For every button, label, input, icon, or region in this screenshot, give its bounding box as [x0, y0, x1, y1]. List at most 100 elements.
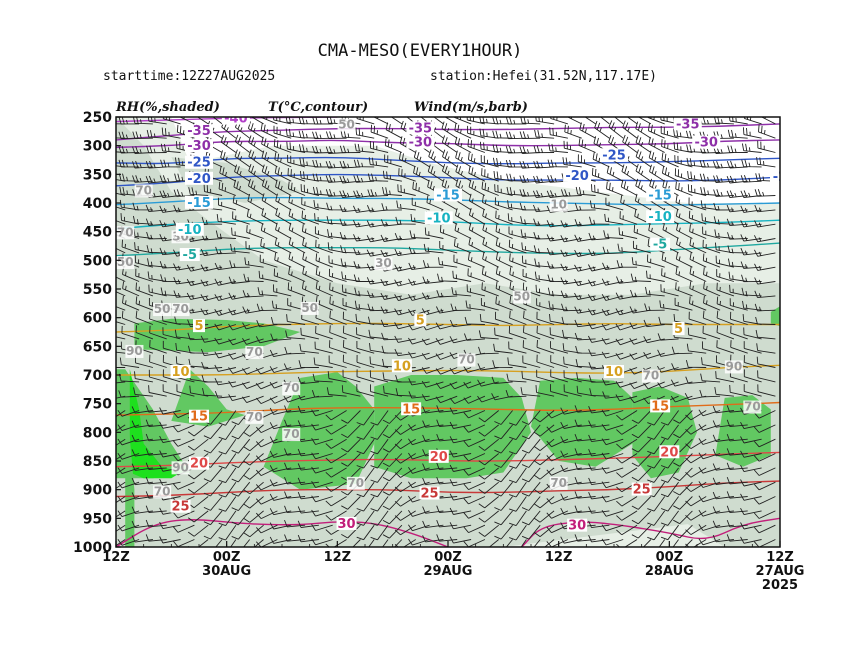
- wind-barb: [382, 496, 403, 510]
- wind-barb: [615, 380, 638, 388]
- rh-label: 70: [246, 410, 263, 424]
- wind-barb: [661, 166, 679, 182]
- contour-label: -5: [183, 248, 197, 263]
- wind-barb: [601, 337, 624, 345]
- wind-barb: [261, 193, 278, 211]
- wind-barb: [117, 410, 140, 417]
- wind-barb: [727, 245, 748, 254]
- wind-barb: [660, 424, 679, 440]
- rh-label-box: [171, 303, 190, 317]
- wind-barb: [203, 481, 223, 497]
- wind-barb: [243, 467, 264, 480]
- wind-barb: [550, 369, 569, 383]
- wind-barb: [614, 117, 624, 125]
- wind-barb: [409, 230, 430, 239]
- wind-barb: [325, 131, 347, 139]
- wind-barb: [566, 117, 582, 125]
- wind-barb: [381, 345, 402, 354]
- wind-barb: [753, 424, 776, 433]
- wind-barb: [269, 407, 292, 415]
- wind-barb: [145, 505, 167, 513]
- wind-barb: [146, 129, 167, 139]
- wind-barb: [214, 391, 236, 399]
- wind-barb: [247, 193, 264, 211]
- contour-label: -15: [648, 188, 672, 203]
- wind-barb: [467, 139, 486, 153]
- wind-barb: [436, 519, 458, 528]
- wind-barb: [698, 509, 721, 517]
- wind-barb: [172, 481, 195, 490]
- contour-label: 5: [416, 313, 425, 328]
- contour-label-box: [221, 117, 250, 125]
- wind-barb-layer: [116, 117, 776, 547]
- wind-barb: [394, 264, 416, 272]
- wind-barb: [740, 507, 762, 516]
- wind-barb: [591, 184, 610, 196]
- wind-barb: [533, 510, 555, 523]
- x-tick-label: 12Z: [545, 550, 573, 565]
- wind-barb: [550, 355, 569, 368]
- wind-barb: [463, 510, 486, 519]
- wind-barb: [620, 179, 638, 196]
- wind-barb: [285, 330, 306, 340]
- wind-barb: [422, 276, 444, 284]
- wind-barb: [698, 524, 721, 531]
- wind-barb: [243, 539, 264, 547]
- rh-label-box: [134, 184, 153, 198]
- wind-barb: [367, 290, 389, 298]
- wind-barb: [339, 145, 361, 154]
- rh-band-90: [770, 306, 780, 327]
- wind-barb: [356, 384, 375, 397]
- wind-barb: [588, 434, 610, 443]
- wind-barb: [647, 410, 666, 426]
- wind-barb: [117, 438, 140, 446]
- wind-barb: [341, 385, 361, 397]
- wind-barb: [435, 338, 458, 345]
- wind-barb: [413, 165, 430, 182]
- wind-barb: [131, 434, 153, 443]
- wind-barb: [713, 175, 734, 183]
- wind-barb: [118, 173, 140, 182]
- wind-barb: [243, 453, 264, 466]
- wind-barb: [533, 539, 555, 547]
- wind-barb: [508, 239, 527, 254]
- wind-barb: [713, 131, 734, 139]
- wind-barb: [546, 467, 569, 476]
- wind-barb: [297, 448, 319, 457]
- wind-barb: [131, 520, 153, 529]
- rh-label-box: [549, 198, 568, 212]
- wind-barb: [341, 496, 361, 510]
- wind-barb: [159, 421, 181, 429]
- wind-barb: [135, 282, 154, 297]
- wind-barb: [312, 131, 333, 140]
- wind-barb: [587, 322, 610, 330]
- wind-barb: [299, 157, 319, 168]
- wind-barb: [408, 294, 430, 301]
- temperature-legend-label: T(°C,contour): [268, 100, 368, 115]
- wind-barb: [329, 325, 347, 340]
- wind-barb: [437, 273, 458, 282]
- wind-barb: [509, 438, 527, 455]
- wind-barb: [605, 197, 624, 211]
- wind-barb: [339, 218, 361, 226]
- wind-barb: [228, 292, 250, 300]
- wind-barb: [339, 204, 361, 213]
- wind-barb: [534, 129, 555, 139]
- wind-barb: [533, 232, 555, 240]
- wind-barb: [366, 235, 389, 243]
- wind-barb: [325, 496, 347, 507]
- wind-barb: [698, 495, 721, 503]
- wind-barb: [670, 395, 693, 403]
- wind-barb: [300, 184, 320, 196]
- wind-barb: [657, 365, 679, 373]
- wind-barb: [218, 438, 237, 455]
- wind-barb: [740, 421, 762, 430]
- wind-barb: [534, 271, 555, 282]
- wind-barb: [312, 159, 333, 168]
- wind-barb: [313, 357, 333, 368]
- wind-barb: [118, 390, 140, 398]
- contour-label-box: [189, 456, 209, 470]
- wind-barb: [255, 453, 278, 462]
- wind-barb: [463, 524, 486, 534]
- wind-barb: [218, 424, 237, 441]
